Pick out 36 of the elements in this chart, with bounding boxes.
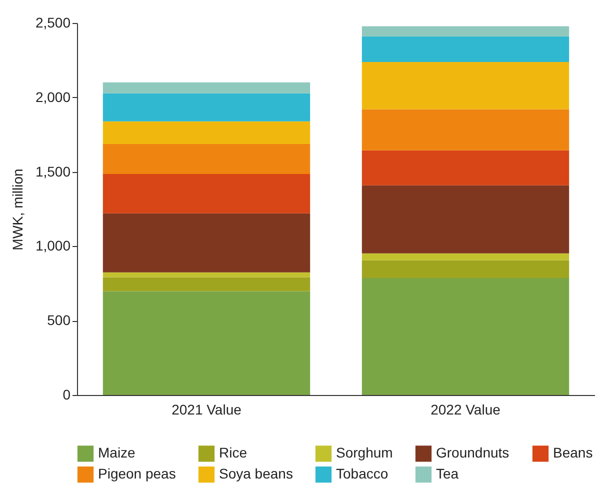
bar [102, 144, 310, 174]
legend-label: Tobacco [336, 466, 388, 482]
legend-label: Maize [98, 444, 136, 461]
bar [362, 109, 570, 150]
bar [362, 26, 570, 36]
legend-label: Groundnuts [436, 444, 510, 461]
bar [102, 121, 310, 144]
y-tick-label: 1,500 [35, 163, 71, 180]
legend-label: Pigeon peas [98, 466, 176, 482]
bar [362, 260, 570, 278]
y-axis-title: MWK, million [9, 168, 26, 250]
bar [102, 82, 310, 94]
bar [362, 185, 570, 254]
bar [102, 272, 310, 278]
y-tick-label: 0 [62, 386, 71, 402]
bar [102, 277, 310, 292]
y-tick-label: 2,500 [35, 14, 71, 30]
bar [102, 213, 310, 272]
bar [362, 253, 570, 260]
legend-label: Soya beans [219, 466, 293, 482]
bar [362, 278, 570, 395]
y-tick-label: 2,000 [35, 88, 71, 105]
legend-label: Beans [553, 444, 593, 461]
legend-label: Rice [219, 444, 248, 461]
y-tick-label: 500 [47, 312, 71, 328]
legend-label: Sorghum [336, 444, 393, 461]
x-tick-label: 2022 Value [430, 402, 501, 418]
bar [362, 36, 570, 62]
bar [362, 150, 570, 186]
bar [102, 291, 310, 395]
x-tick-label: 2021 Value [172, 402, 242, 418]
bar [102, 174, 310, 214]
legend-label: Tea [436, 466, 459, 482]
y-tick-label: 1,000 [35, 238, 71, 254]
bar [362, 62, 570, 110]
bar [102, 93, 310, 122]
